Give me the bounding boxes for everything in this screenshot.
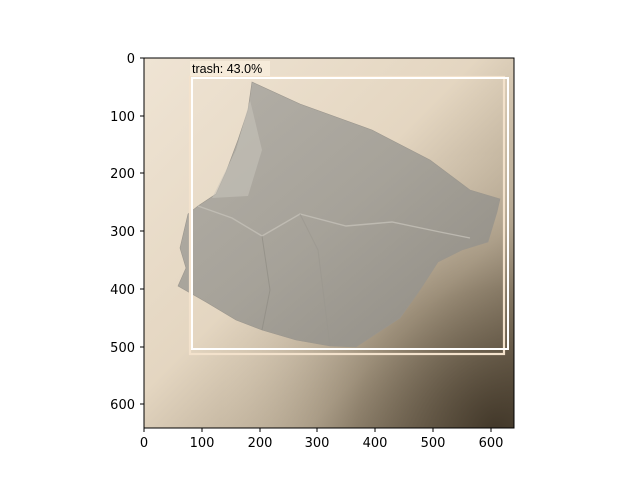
detection-box [191,77,509,350]
x-tick-label: 100 [190,436,215,451]
y-tick-label: 200 [110,167,135,182]
y-tick-label: 500 [110,341,135,356]
tissue-fold [197,205,471,239]
y-tick-label: 0 [127,52,135,67]
y-tick-label: 400 [110,283,135,298]
x-tick-label: 0 [140,436,148,451]
y-tick-label: 600 [110,398,135,413]
x-tick-label: 300 [305,436,330,451]
y-tick-label: 100 [110,110,135,125]
tissue-highlight [212,100,262,198]
y-tick-label: 300 [110,225,135,240]
x-tick-label: 200 [248,436,273,451]
x-axis: 0 100 200 300 400 500 600 [140,428,504,451]
x-tick-label: 600 [479,436,504,451]
axes-frame [143,57,515,429]
tissue-fold-3 [299,213,331,347]
photo: trash: 43.0% [144,58,514,428]
tissue-fold-2 [261,235,271,331]
x-tick-label: 500 [421,436,446,451]
detection-label-bg [190,61,270,76]
detection-label: trash: 43.0% [192,62,262,76]
x-tick-label: 400 [363,436,388,451]
y-axis: 0 100 200 300 400 500 600 [110,52,144,413]
